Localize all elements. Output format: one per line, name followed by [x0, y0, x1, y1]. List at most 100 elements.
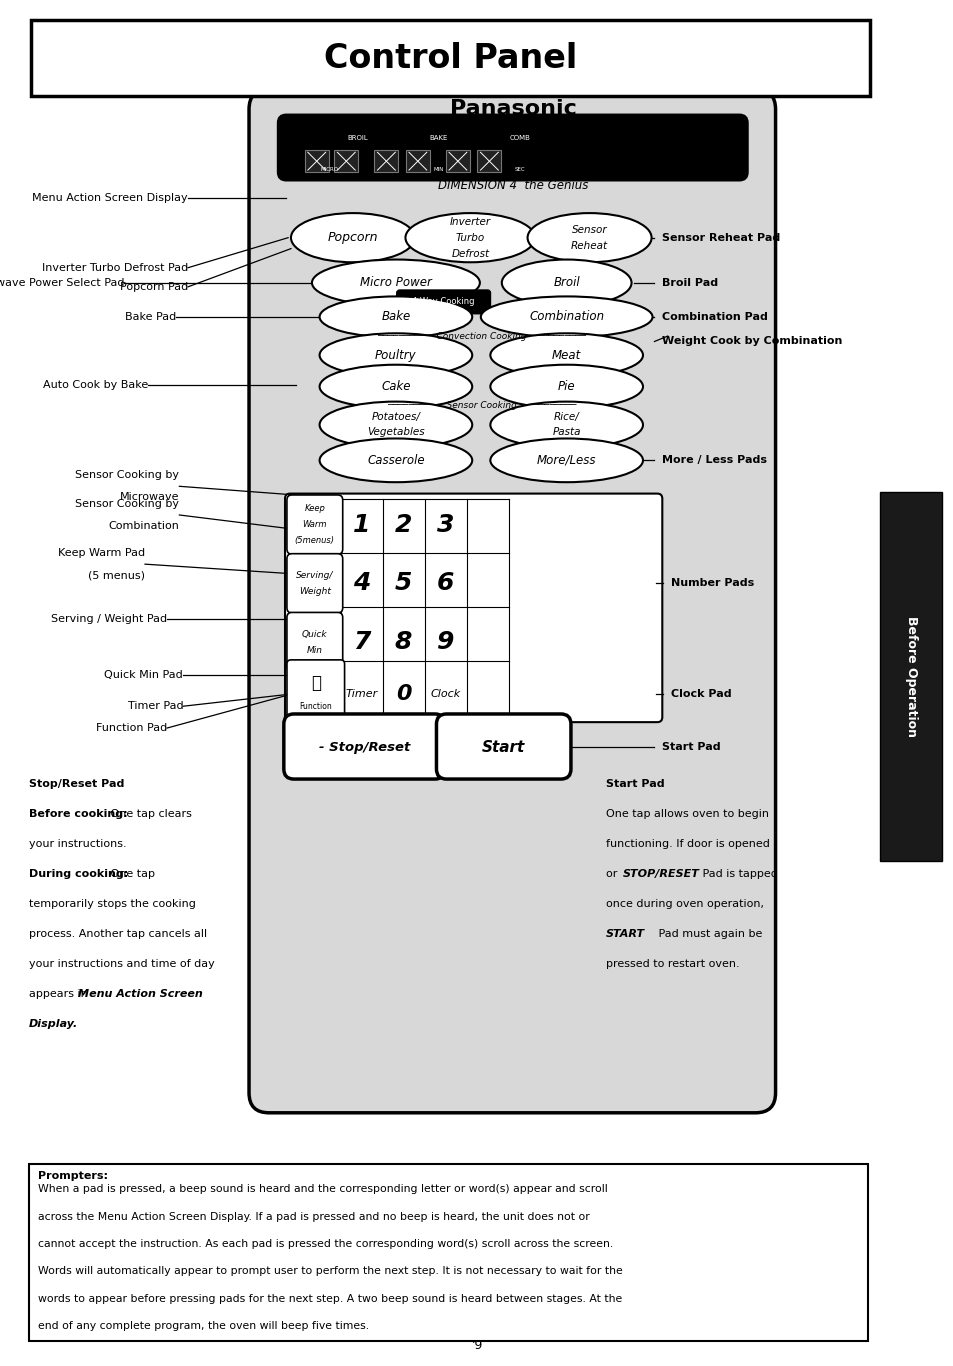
Text: Keep: Keep [304, 504, 325, 514]
Ellipse shape [319, 296, 472, 337]
Text: Sensor Cooking by: Sensor Cooking by [75, 470, 179, 481]
Ellipse shape [501, 260, 631, 306]
Text: One tap clears: One tap clears [107, 809, 192, 818]
Text: 6: 6 [436, 571, 454, 596]
Text: Inverter: Inverter [449, 217, 491, 227]
Text: 3: 3 [436, 512, 454, 537]
Text: Cake: Cake [381, 380, 410, 393]
Text: Start Pad: Start Pad [605, 779, 663, 788]
Ellipse shape [490, 333, 642, 377]
Text: Serving / Weight Pad: Serving / Weight Pad [51, 613, 167, 624]
Text: Sensor Cooking by: Sensor Cooking by [75, 499, 179, 510]
Text: Before cooking:: Before cooking: [29, 809, 127, 818]
Text: or: or [605, 869, 620, 878]
Text: Microwave: Microwave [120, 492, 179, 503]
Ellipse shape [490, 402, 642, 448]
Text: One tap allows oven to begin: One tap allows oven to begin [605, 809, 768, 818]
Text: Warm: Warm [302, 520, 327, 529]
Ellipse shape [405, 213, 535, 262]
FancyBboxPatch shape [445, 150, 469, 172]
Text: (5 menus): (5 menus) [88, 570, 145, 581]
FancyBboxPatch shape [287, 612, 342, 672]
Text: BROIL: BROIL [347, 135, 368, 141]
Ellipse shape [319, 333, 472, 377]
Ellipse shape [319, 438, 472, 482]
Text: Pad must again be: Pad must again be [655, 929, 762, 938]
Text: words to appear before pressing pads for the next step. A two beep sound is hear: words to appear before pressing pads for… [38, 1294, 621, 1303]
Text: Ⓑ: Ⓑ [311, 673, 320, 693]
Text: Serving/: Serving/ [295, 571, 334, 579]
FancyBboxPatch shape [305, 150, 328, 172]
Text: Poultry: Poultry [375, 348, 416, 362]
Text: 8: 8 [395, 630, 412, 654]
Text: ──────────  Sensor Cooking  ──────────: ────────── Sensor Cooking ────────── [387, 402, 576, 410]
Text: your instructions and time of day: your instructions and time of day [29, 959, 214, 968]
Text: Pie: Pie [558, 380, 575, 393]
Text: Combination Pad: Combination Pad [661, 311, 767, 322]
Text: Display.: Display. [29, 1019, 78, 1029]
Text: Microwave Power Select Pad: Microwave Power Select Pad [0, 277, 124, 288]
Text: Inverter Turbo Defrost Pad: Inverter Turbo Defrost Pad [42, 262, 188, 273]
Text: Timer Pad: Timer Pad [128, 701, 183, 712]
Text: 4 Way Cooking: 4 Way Cooking [412, 298, 475, 306]
Text: Function: Function [299, 702, 332, 710]
Text: Vegetables: Vegetables [367, 428, 424, 437]
FancyBboxPatch shape [476, 150, 501, 172]
Text: Pad is tapped: Pad is tapped [699, 869, 778, 878]
Text: Combination: Combination [109, 520, 179, 531]
Text: Start: Start [481, 740, 525, 754]
Text: Popcorn: Popcorn [328, 231, 377, 245]
Text: Casserole: Casserole [367, 454, 424, 467]
Text: Sensor: Sensor [571, 224, 607, 235]
Text: Micro Power: Micro Power [359, 276, 432, 290]
Text: Defrost: Defrost [451, 249, 489, 258]
Text: (5menus): (5menus) [294, 535, 335, 545]
Text: START: START [605, 929, 644, 938]
Text: Menu Action Screen: Menu Action Screen [78, 989, 203, 999]
FancyBboxPatch shape [879, 492, 941, 861]
Text: end of any complete program, the oven will beep five times.: end of any complete program, the oven wi… [38, 1321, 369, 1330]
Ellipse shape [319, 402, 472, 448]
Text: Number Pads: Number Pads [670, 578, 753, 589]
FancyBboxPatch shape [30, 20, 869, 96]
Ellipse shape [319, 365, 472, 408]
Text: 9: 9 [436, 630, 454, 654]
Text: Sensor Reheat Pad: Sensor Reheat Pad [661, 232, 780, 243]
Text: MIN: MIN [434, 167, 443, 172]
Text: Bake: Bake [381, 310, 410, 324]
FancyBboxPatch shape [374, 150, 398, 172]
Text: STOP/RESET: STOP/RESET [622, 869, 700, 878]
Text: - Stop/Reset: - Stop/Reset [318, 740, 410, 754]
FancyBboxPatch shape [249, 89, 775, 1113]
Text: 1: 1 [353, 512, 370, 537]
Text: appears in: appears in [29, 989, 91, 999]
Text: Bake Pad: Bake Pad [125, 311, 176, 322]
Text: More / Less Pads: More / Less Pads [661, 455, 766, 466]
Text: Start Pad: Start Pad [661, 742, 720, 753]
Text: Min: Min [307, 646, 322, 654]
Text: Broil Pad: Broil Pad [661, 277, 718, 288]
FancyBboxPatch shape [406, 150, 429, 172]
FancyBboxPatch shape [287, 660, 344, 720]
FancyBboxPatch shape [284, 714, 444, 779]
Text: More/Less: More/Less [537, 454, 596, 467]
Ellipse shape [527, 213, 651, 262]
FancyBboxPatch shape [287, 553, 342, 613]
FancyBboxPatch shape [285, 493, 661, 723]
Text: SEC: SEC [514, 167, 525, 172]
Text: '9: '9 [471, 1339, 482, 1352]
FancyBboxPatch shape [334, 150, 358, 172]
Text: DIMENSION 4  the Genius: DIMENSION 4 the Genius [437, 179, 588, 193]
Text: Keep Warm Pad: Keep Warm Pad [58, 548, 145, 559]
Text: Potatoes/: Potatoes/ [371, 413, 420, 422]
Text: Weight: Weight [298, 587, 331, 596]
Text: once during oven operation,: once during oven operation, [605, 899, 763, 908]
FancyBboxPatch shape [396, 290, 490, 314]
Text: Words will automatically appear to prompt user to perform the next step. It is n: Words will automatically appear to promp… [38, 1266, 622, 1276]
Text: Pasta: Pasta [552, 428, 580, 437]
Text: Turbo: Turbo [456, 232, 484, 243]
Text: functioning. If door is opened: functioning. If door is opened [605, 839, 769, 848]
Text: Menu Action Screen Display: Menu Action Screen Display [32, 193, 188, 204]
Text: Panasonic: Panasonic [450, 100, 576, 119]
FancyBboxPatch shape [278, 115, 746, 180]
